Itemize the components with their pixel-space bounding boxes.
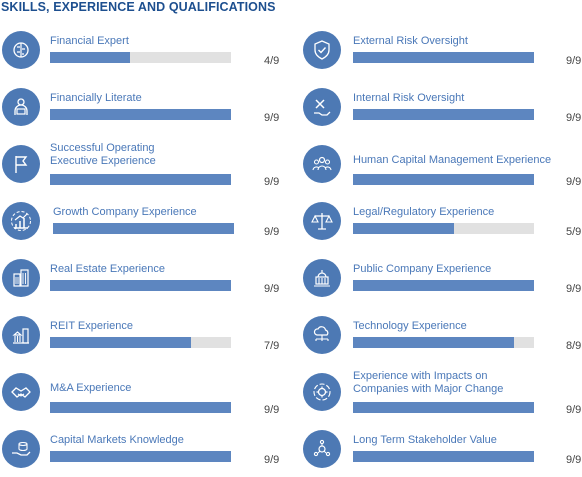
gear-cycle-icon	[303, 373, 341, 411]
section-title: SKILLS, EXPERIENCE AND QUALIFICATIONS	[1, 0, 276, 14]
skill-label: M&A Experience	[50, 382, 132, 394]
skill-label: REIT Experience	[50, 320, 133, 332]
skill-bar-track	[50, 52, 231, 63]
skill-bar-track	[53, 223, 234, 234]
skill-bar-track	[353, 337, 534, 348]
skill-bar-fill	[353, 109, 534, 120]
skill-bar-track	[353, 52, 534, 63]
scales-icon	[303, 202, 341, 240]
skill-bar-track	[50, 280, 231, 291]
skill-score: 5/9	[566, 226, 582, 238]
skill-bar-track	[353, 280, 534, 291]
cloud-network-icon	[303, 316, 341, 354]
handshake-icon	[2, 373, 40, 411]
skill-label: External Risk Oversight	[353, 35, 468, 47]
tools-hand-icon	[303, 88, 341, 126]
skill-bar-track	[353, 174, 534, 185]
skill-label: Long Term Stakeholder Value	[353, 434, 497, 446]
skill-score: 9/9	[264, 112, 280, 124]
skill-label: Successful Operating Executive Experienc…	[50, 142, 156, 167]
skill-bar-track	[353, 451, 534, 462]
skill-label: Internal Risk Oversight	[353, 92, 465, 104]
money-hand-icon	[2, 430, 40, 468]
capitol-building-icon	[303, 259, 341, 297]
skill-label: Legal/Regulatory Experience	[353, 206, 495, 218]
skill-bar-track	[353, 223, 534, 234]
skill-score: 9/9	[264, 226, 280, 238]
skill-label: Experience with Impacts on Companies wit…	[353, 370, 504, 395]
growth-chart-icon	[2, 202, 40, 240]
skill-score: 9/9	[566, 454, 582, 466]
skill-score: 8/9	[566, 340, 582, 352]
skill-label: Financial Expert	[50, 35, 129, 47]
skill-bar-fill	[50, 52, 131, 63]
skill-score: 9/9	[264, 176, 280, 188]
brain-icon	[2, 31, 40, 69]
skill-bar-fill	[50, 109, 231, 120]
skill-label: Financially Literate	[50, 92, 142, 104]
skill-label: Technology Experience	[353, 320, 467, 332]
skill-label: Growth Company Experience	[53, 206, 197, 218]
skill-bar-fill	[53, 223, 234, 234]
skill-bar-track	[50, 451, 231, 462]
person-book-icon	[2, 88, 40, 126]
skill-bar-track	[50, 337, 231, 348]
buildings-icon	[2, 259, 40, 297]
stakeholders-icon	[303, 430, 341, 468]
skill-score: 9/9	[264, 404, 280, 416]
skill-score: 7/9	[264, 340, 280, 352]
skill-score: 9/9	[566, 112, 582, 124]
skill-score: 9/9	[566, 55, 582, 67]
skill-bar-fill	[353, 337, 514, 348]
skill-bar-fill	[353, 280, 534, 291]
skill-bar-fill	[353, 174, 534, 185]
skill-label: Capital Markets Knowledge	[50, 434, 184, 446]
skill-label: Real Estate Experience	[50, 263, 165, 275]
skill-score: 9/9	[264, 454, 280, 466]
skill-bar-fill	[50, 402, 231, 413]
skill-bar-fill	[50, 337, 191, 348]
skill-bar-fill	[50, 451, 231, 462]
skill-label: Human Capital Management Experience	[353, 154, 552, 166]
skill-bar-fill	[353, 451, 534, 462]
shield-check-icon	[303, 31, 341, 69]
skill-bar-track	[50, 109, 231, 120]
skill-bar-fill	[353, 402, 534, 413]
skill-score: 4/9	[264, 55, 280, 67]
skill-bar-track	[50, 174, 231, 185]
skill-bar-track	[353, 402, 534, 413]
skill-score: 9/9	[566, 283, 582, 295]
skill-label: Public Company Experience	[353, 263, 492, 275]
skill-score: 9/9	[566, 404, 582, 416]
bank-city-icon	[2, 316, 40, 354]
people-group-icon	[303, 145, 341, 183]
skill-bar-fill	[353, 52, 534, 63]
skill-bar-fill	[50, 174, 231, 185]
skill-bar-track	[353, 109, 534, 120]
skill-score: 9/9	[264, 283, 280, 295]
skill-bar-fill	[50, 280, 231, 291]
flag-icon	[2, 145, 40, 183]
skill-bar-fill	[353, 223, 454, 234]
skill-score: 9/9	[566, 176, 582, 188]
skill-bar-track	[50, 402, 231, 413]
